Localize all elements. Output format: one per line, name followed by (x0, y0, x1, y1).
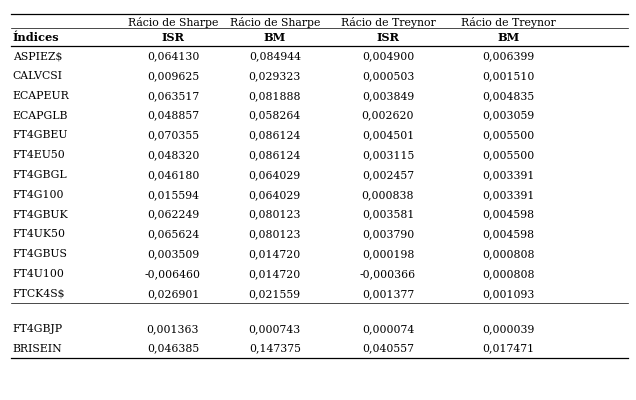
Text: 0,084944: 0,084944 (249, 51, 301, 61)
Text: Rácio de Treynor: Rácio de Treynor (462, 17, 556, 28)
Text: 0,000198: 0,000198 (362, 249, 414, 259)
Text: 0,005500: 0,005500 (483, 130, 535, 140)
Text: 0,021559: 0,021559 (249, 289, 301, 299)
Text: Rácio de Treynor: Rácio de Treynor (341, 17, 435, 28)
Text: 0,001093: 0,001093 (483, 289, 535, 299)
Text: 0,026901: 0,026901 (147, 289, 199, 299)
Text: 0,040557: 0,040557 (362, 344, 414, 354)
Text: 0,009625: 0,009625 (147, 71, 199, 81)
Text: 0,001363: 0,001363 (147, 324, 199, 334)
Text: FTCK4S$: FTCK4S$ (13, 289, 66, 299)
Text: 0,046180: 0,046180 (147, 170, 199, 180)
Text: 0,004835: 0,004835 (483, 91, 535, 101)
Text: FT4G100: FT4G100 (13, 190, 64, 200)
Text: 0,063517: 0,063517 (147, 91, 199, 101)
Text: FT4GBUK: FT4GBUK (13, 210, 69, 220)
Text: ECAPEUR: ECAPEUR (13, 91, 69, 101)
Text: BRISEIN: BRISEIN (13, 344, 62, 354)
Text: 0,000808: 0,000808 (483, 269, 535, 279)
Text: Rácio de Sharpe: Rácio de Sharpe (230, 17, 320, 28)
Text: 0,017471: 0,017471 (483, 344, 535, 354)
Text: 0,048857: 0,048857 (147, 111, 199, 121)
Text: 0,064130: 0,064130 (147, 51, 199, 61)
Text: Rácio de Sharpe: Rácio de Sharpe (128, 17, 218, 28)
Text: 0,029323: 0,029323 (249, 71, 301, 81)
Text: 0,003790: 0,003790 (362, 230, 414, 239)
Text: Índices: Índices (13, 32, 59, 43)
Text: 0,003581: 0,003581 (362, 210, 414, 220)
Text: 0,086124: 0,086124 (249, 130, 301, 140)
Text: 0,064029: 0,064029 (249, 190, 301, 200)
Text: 0,005500: 0,005500 (483, 150, 535, 160)
Text: ISR: ISR (162, 32, 184, 43)
Text: 0,000808: 0,000808 (483, 249, 535, 259)
Text: 0,003509: 0,003509 (147, 249, 199, 259)
Text: 0,147375: 0,147375 (249, 344, 301, 354)
Text: 0,014720: 0,014720 (249, 249, 301, 259)
Text: ASPIEZ$: ASPIEZ$ (13, 51, 62, 61)
Text: BM: BM (498, 32, 520, 43)
Text: 0,064029: 0,064029 (249, 170, 301, 180)
Text: 0,001377: 0,001377 (362, 289, 414, 299)
Text: -0,000366: -0,000366 (360, 269, 416, 279)
Text: 0,004501: 0,004501 (362, 130, 414, 140)
Text: 0,002457: 0,002457 (362, 170, 414, 180)
Text: 0,003059: 0,003059 (483, 111, 535, 121)
Text: 0,000838: 0,000838 (362, 190, 414, 200)
Text: 0,000503: 0,000503 (362, 71, 414, 81)
Text: 0,004900: 0,004900 (362, 51, 414, 61)
Text: -0,006460: -0,006460 (145, 269, 201, 279)
Text: 0,000074: 0,000074 (362, 324, 414, 334)
Text: 0,006399: 0,006399 (483, 51, 535, 61)
Text: 0,001510: 0,001510 (483, 71, 535, 81)
Text: 0,004598: 0,004598 (483, 230, 535, 239)
Text: 0,081888: 0,081888 (249, 91, 301, 101)
Text: 0,004598: 0,004598 (483, 210, 535, 220)
Text: 0,058264: 0,058264 (249, 111, 301, 121)
Text: 0,048320: 0,048320 (147, 150, 199, 160)
Text: 0,065624: 0,065624 (147, 230, 199, 239)
Text: 0,003391: 0,003391 (483, 170, 535, 180)
Text: BM: BM (264, 32, 286, 43)
Text: FT4U100: FT4U100 (13, 269, 65, 279)
Text: FT4EU50: FT4EU50 (13, 150, 66, 160)
Text: ECAPGLB: ECAPGLB (13, 111, 68, 121)
Text: 0,080123: 0,080123 (249, 210, 301, 220)
Text: 0,080123: 0,080123 (249, 230, 301, 239)
Text: 0,003391: 0,003391 (483, 190, 535, 200)
Text: 0,000743: 0,000743 (249, 324, 301, 334)
Text: 0,062249: 0,062249 (147, 210, 199, 220)
Text: FT4GBEU: FT4GBEU (13, 130, 68, 140)
Text: 0,002620: 0,002620 (362, 111, 414, 121)
Text: CALVCSI: CALVCSI (13, 71, 63, 81)
Text: FT4GBJP: FT4GBJP (13, 324, 63, 334)
Text: ISR: ISR (377, 32, 399, 43)
Text: 0,003849: 0,003849 (362, 91, 414, 101)
Text: 0,046385: 0,046385 (147, 344, 199, 354)
Text: 0,086124: 0,086124 (249, 150, 301, 160)
Text: 0,070355: 0,070355 (147, 130, 199, 140)
Text: 0,015594: 0,015594 (147, 190, 199, 200)
Text: 0,000039: 0,000039 (483, 324, 535, 334)
Text: 0,003115: 0,003115 (362, 150, 414, 160)
Text: FT4GBUS: FT4GBUS (13, 249, 67, 259)
Text: FT4UK50: FT4UK50 (13, 230, 66, 239)
Text: 0,014720: 0,014720 (249, 269, 301, 279)
Text: FT4GBGL: FT4GBGL (13, 170, 67, 180)
